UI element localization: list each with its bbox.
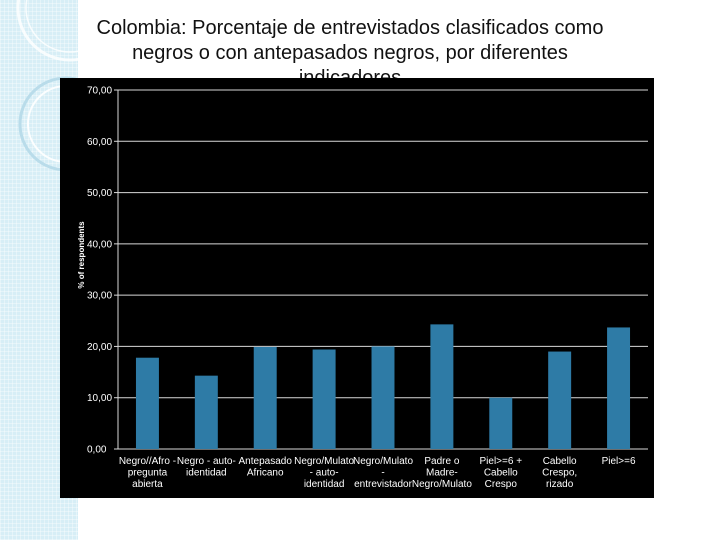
bar (489, 397, 513, 449)
y-tick-label: 60,00 (87, 137, 112, 148)
chart-area: 0,00 10,00 20,00 30,00 40,00 50,00 60,00 70,00%… (60, 78, 654, 498)
y-tick-label: 30,00 (87, 291, 112, 302)
y-axis-label: % of respondents (77, 221, 86, 289)
y-tick-label: 10,00 (87, 393, 112, 404)
slide-title: Colombia: Porcentaje de entrevistados cl… (96, 17, 604, 89)
x-tick-label: Negro - auto-identidad (177, 456, 236, 479)
bar (607, 327, 631, 449)
x-tick-label: Negro/Mulato -entrevistador (353, 456, 413, 490)
x-tick-label: Cabello Crespo, rizado (542, 456, 577, 490)
x-tick-label: Piel>=6 (602, 456, 636, 467)
bar (548, 351, 572, 449)
x-tick-label: Negro/Mulato - auto-identidad (294, 456, 354, 490)
bar (430, 324, 454, 449)
bar (194, 375, 218, 449)
bar-chart: 0,00 10,00 20,00 30,00 40,00 50,00 60,00 70,00%… (77, 86, 648, 490)
y-tick-label: 0,00 (87, 445, 107, 456)
x-tick-label: Padre o Madre-Negro/Mulato (412, 456, 472, 490)
x-tick-label: Piel>=6 + Cabello Crespo (480, 456, 523, 490)
y-tick-label: 20,00 (87, 342, 112, 353)
bar (253, 346, 277, 449)
bar (371, 346, 395, 449)
y-tick-label: 50,00 (87, 188, 112, 199)
y-tick-label: 70,00 (87, 86, 112, 97)
y-tick-label: 40,00 (87, 239, 112, 250)
bar (135, 357, 159, 449)
x-tick-label: Negro//Afro -pregunta abierta (119, 456, 176, 490)
bar (312, 349, 336, 449)
x-tick-label: Antepasado Africano (239, 456, 293, 479)
